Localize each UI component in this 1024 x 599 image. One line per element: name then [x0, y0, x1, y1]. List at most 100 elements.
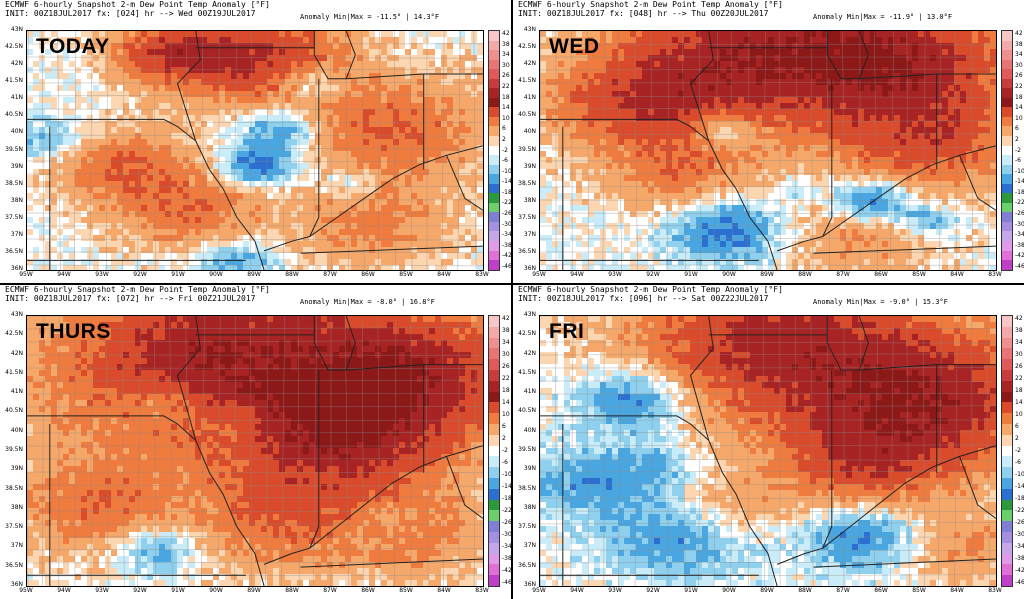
color-scale-label: -38	[502, 555, 511, 562]
color-scale-swatch	[1002, 31, 1012, 41]
forecast-day-label: TODAY	[36, 35, 110, 58]
color-scale-label: 38	[502, 40, 510, 48]
color-scale-label: 30	[502, 351, 510, 358]
latitude-label: 39.5N	[5, 145, 23, 153]
latitude-label: 36.5N	[5, 561, 23, 569]
color-scale-bar	[1001, 315, 1013, 587]
color-scale-label: 38	[1015, 40, 1023, 48]
latitude-label: 38.5N	[518, 179, 536, 187]
longitude-label: 91W	[684, 271, 698, 278]
color-scale-label: -46	[1015, 263, 1024, 270]
latitude-label: 39.5N	[518, 145, 536, 153]
color-scale-swatch	[1002, 521, 1012, 532]
color-scale-swatch	[1002, 499, 1012, 511]
color-scale-label: -2	[502, 146, 508, 154]
color-scale-swatch	[489, 202, 499, 213]
color-scale-label: -46	[1015, 579, 1024, 586]
anomaly-min-max: Anomaly Min|Max = -11.9° | 13.0°F	[813, 13, 953, 21]
panel-title: ECMWF 6-hourly Snapshot 2-m Dew Point Te…	[5, 285, 270, 294]
color-scale-swatch	[489, 499, 499, 511]
color-scale-label: -14	[502, 178, 511, 186]
color-scale-swatch	[489, 221, 499, 232]
latitude-label: 38N	[10, 503, 23, 511]
color-scale-swatch	[489, 488, 499, 500]
longitude-label: 88W	[798, 271, 812, 278]
color-scale-swatch	[489, 564, 499, 576]
color-scale-swatch	[489, 107, 499, 117]
color-scale-label: -10	[502, 167, 511, 175]
latitude-label: 38N	[523, 503, 536, 511]
latitude-label: 39N	[523, 162, 536, 170]
color-scale-label: 34	[1015, 51, 1023, 59]
color-scale-swatch	[489, 78, 499, 89]
color-scale-swatch	[1002, 260, 1012, 270]
longitude-label: 93W	[95, 271, 109, 278]
color-scale-label: -34	[1015, 543, 1024, 550]
color-scale-swatch	[489, 510, 499, 522]
longitude-label: 95W	[532, 271, 546, 278]
color-scale-label: -2	[1015, 447, 1021, 454]
latitude-label: 42.5N	[5, 43, 23, 51]
panel-divider-vertical	[511, 0, 513, 599]
latitude-label: 43N	[10, 311, 23, 318]
map-panel-thurs: ECMWF 6-hourly Snapshot 2-m Dew Point Te…	[0, 285, 511, 599]
map-panel-today: ECMWF 6-hourly Snapshot 2-m Dew Point Te…	[0, 0, 511, 283]
longitude-label: 92W	[646, 587, 660, 594]
color-scale-label: 30	[1015, 351, 1023, 358]
color-scale-label: 38	[1015, 327, 1023, 334]
latitude-label: 38.5N	[5, 179, 23, 187]
longitude-label: 89W	[247, 271, 261, 278]
color-scale-label: -38	[1015, 555, 1024, 562]
longitude-label: 83W	[988, 587, 1002, 594]
county-boundaries	[540, 316, 996, 586]
longitude-label: 90W	[209, 271, 223, 278]
color-scale-bar	[488, 30, 500, 271]
longitude-label: 95W	[19, 587, 33, 594]
color-scale-swatch	[1002, 174, 1012, 184]
latitude-label: 36.5N	[518, 561, 536, 569]
color-scale-swatch	[489, 467, 499, 478]
anomaly-field	[27, 31, 483, 270]
latitude-label: 42N	[523, 349, 536, 357]
color-scale-swatch	[1002, 531, 1012, 543]
latitude-label: 41N	[523, 94, 536, 102]
color-scale-label: 10	[502, 411, 510, 418]
color-scale-label: 42	[502, 30, 510, 37]
color-scale-label: 26	[1015, 72, 1023, 80]
color-scale-label: -2	[1015, 146, 1021, 154]
color-scale-swatch	[489, 316, 499, 327]
color-scale-label: -6	[502, 157, 508, 165]
color-scale-swatch	[489, 542, 499, 554]
county-boundaries	[27, 31, 483, 270]
longitude-label: 89W	[760, 271, 774, 278]
latitude-label: 39N	[10, 465, 23, 473]
color-scale-swatch	[1002, 116, 1012, 127]
latitude-label: 40N	[10, 426, 23, 434]
longitude-label: 88W	[285, 587, 299, 594]
color-scale-swatch	[1002, 136, 1012, 146]
longitude-label: 93W	[608, 587, 622, 594]
color-scale-swatch	[1002, 107, 1012, 117]
latitude-label: 42.5N	[518, 43, 536, 51]
longitude-label: 86W	[874, 271, 888, 278]
color-scale-label: 18	[1015, 93, 1023, 101]
color-scale-label: 2	[1015, 435, 1019, 442]
color-scale-label: 30	[1015, 61, 1023, 69]
color-scale-label: 26	[502, 363, 510, 370]
color-scale-swatch	[489, 155, 499, 165]
color-scale-label: 6	[502, 423, 506, 430]
longitude-label: 89W	[247, 587, 261, 594]
color-scale-label: -18	[1015, 495, 1024, 502]
panel-init-line: INIT: 00Z18JUL2017 fx: [096] hr --> Sat …	[518, 294, 769, 303]
color-scale-label: 18	[502, 93, 510, 101]
latitude-label: 42.5N	[5, 330, 23, 338]
color-scale-swatch	[1002, 164, 1012, 175]
longitude-label: 84W	[437, 271, 451, 278]
color-scale-label: 42	[502, 315, 510, 322]
color-scale-swatch	[1002, 326, 1012, 338]
color-scale-label: -42	[1015, 252, 1024, 260]
dew-point-anomaly-map	[539, 30, 997, 271]
color-scale-swatch	[489, 59, 499, 70]
longitude-label: 93W	[95, 587, 109, 594]
color-scale-swatch	[489, 521, 499, 532]
